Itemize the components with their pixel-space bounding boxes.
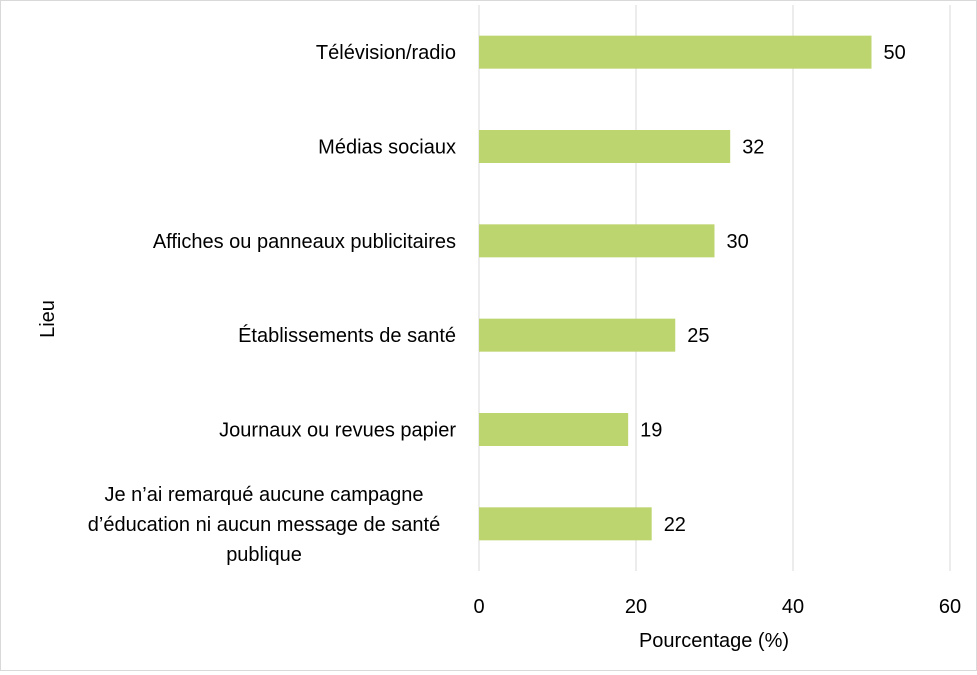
category-label: Établissements de santé: [238, 324, 456, 347]
gridlines: [478, 5, 951, 571]
x-tick-label: 60: [939, 596, 961, 618]
category-labels: Télévision/radio Médias sociaux Affiches o…: [88, 42, 457, 566]
y-axis-title: Lieu: [37, 300, 59, 338]
category-label: Médias sociaux: [318, 137, 456, 159]
data-label: 32: [742, 137, 764, 159]
bar: [479, 318, 676, 352]
bar: [479, 130, 731, 163]
x-tick-label: 0: [473, 596, 484, 618]
category-label-line: Journaux ou revues papier: [219, 420, 456, 442]
data-label: 19: [640, 420, 662, 442]
category-label-line: Médias sociaux: [318, 137, 456, 159]
category-label: Affiches ou panneaux publicitaires: [153, 231, 456, 253]
x-tick-labels: 0 20 40 60: [473, 596, 961, 618]
category-label-line: d’éducation ni aucun message de santé: [88, 514, 440, 536]
category-label-line: Télévision/radio: [316, 42, 456, 64]
category-label-line: Établissements de santé: [238, 324, 456, 347]
category-label: Journaux ou revues papier: [219, 420, 456, 442]
x-tick-label: 20: [625, 596, 647, 618]
bars: [479, 35, 872, 541]
category-label: Télévision/radio: [316, 42, 456, 64]
x-tick-label: 40: [782, 596, 804, 618]
data-label: 25: [687, 325, 709, 347]
bar: [479, 507, 652, 541]
category-label-line: publique: [226, 544, 302, 566]
category-label-line: Je n’ai remarqué aucune campagne: [104, 484, 423, 506]
data-label: 50: [884, 42, 906, 64]
category-label: Je n’ai remarqué aucune campagne d’éducat…: [88, 484, 440, 566]
x-axis-title: Pourcentage (%): [639, 630, 789, 652]
bar: [479, 413, 629, 446]
bar: [479, 224, 715, 258]
data-label: 30: [727, 231, 749, 253]
category-label-line: Affiches ou panneaux publicitaires: [153, 231, 456, 253]
bar: [479, 35, 872, 69]
data-label: 22: [664, 514, 686, 536]
data-labels: 50 32 30 25 19 22: [640, 42, 906, 536]
